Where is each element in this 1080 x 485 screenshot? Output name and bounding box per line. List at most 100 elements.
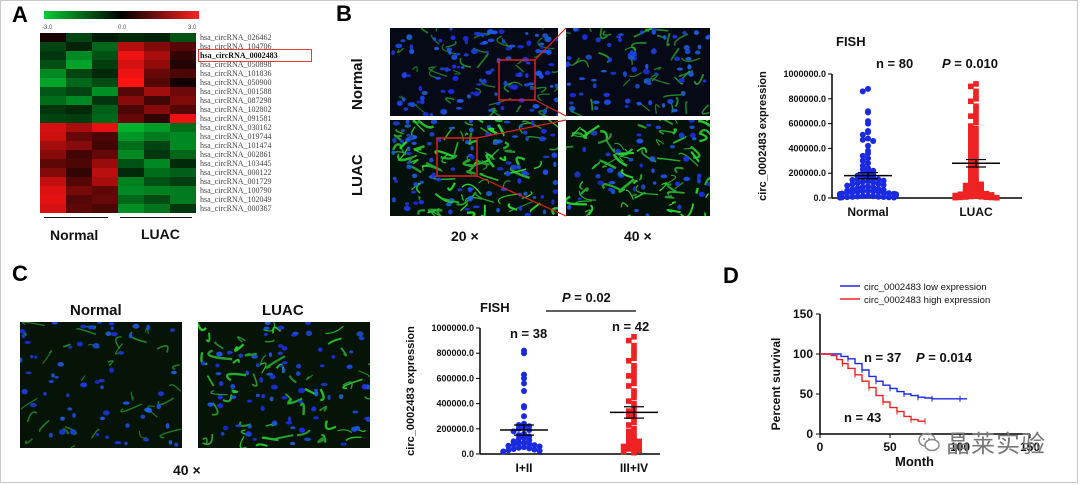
- green-signal: [571, 126, 581, 137]
- green-signal: [587, 204, 594, 216]
- nucleus: [476, 83, 482, 86]
- nucleus: [488, 108, 493, 113]
- green-signal: [664, 195, 675, 199]
- nucleus: [80, 382, 88, 388]
- nucleus: [551, 199, 555, 205]
- green-signal: [683, 146, 694, 150]
- heatmap-cell: [66, 105, 92, 114]
- green-signal: [656, 157, 681, 162]
- nucleus: [553, 98, 558, 101]
- green-signal: [584, 209, 591, 216]
- data-point: [968, 180, 974, 186]
- nucleus: [555, 113, 558, 116]
- green-signal: [456, 191, 477, 206]
- nucleus: [413, 182, 419, 187]
- nucleus: [466, 94, 471, 99]
- nucleus: [200, 361, 206, 366]
- green-signal: [232, 358, 240, 364]
- image-label-normal: Normal: [70, 302, 122, 319]
- nucleus: [435, 76, 442, 80]
- green-signal: [415, 182, 422, 194]
- heatmap-row-label: hsa_circRNA_104706: [200, 42, 272, 51]
- nucleus: [304, 437, 312, 441]
- luac-group-bar: [120, 217, 192, 218]
- nucleus: [266, 372, 273, 376]
- nucleus: [95, 432, 100, 437]
- nucleus: [631, 66, 638, 73]
- nucleus: [683, 155, 690, 162]
- nucleus: [540, 128, 547, 134]
- heatmap-cell: [40, 42, 66, 51]
- y-tick-label: 0.0: [813, 193, 826, 203]
- green-signal: [412, 120, 425, 132]
- nucleus: [674, 56, 681, 62]
- heatmap-cell: [118, 114, 144, 123]
- heatmap-cell: [170, 60, 196, 69]
- heatmap-cell: [66, 87, 92, 96]
- nucleus: [456, 98, 464, 103]
- nucleus: [30, 355, 34, 359]
- nucleus: [688, 71, 694, 77]
- green-signal: [452, 142, 459, 157]
- heatmap-cell: [92, 78, 118, 87]
- data-point: [973, 170, 979, 176]
- row-label-normal: Normal: [349, 58, 366, 110]
- green-signal: [695, 187, 699, 194]
- nucleus: [525, 136, 529, 142]
- data-point: [988, 194, 995, 201]
- nucleus: [440, 108, 448, 115]
- heatmap-cell: [66, 114, 92, 123]
- nucleus: [461, 65, 465, 69]
- data-point: [626, 428, 632, 435]
- nucleus: [230, 383, 236, 390]
- image-luac-40x: [566, 120, 710, 216]
- green-signal: [210, 390, 228, 396]
- nucleus: [517, 178, 522, 184]
- data-point: [500, 448, 507, 455]
- heatmap-cell: [170, 123, 196, 132]
- nucleus: [452, 75, 459, 82]
- annotation-p: P = 0.02: [562, 290, 611, 305]
- green-signal: [340, 347, 348, 357]
- panel-letter-c: C: [12, 261, 28, 286]
- heatmap-cell: [170, 78, 196, 87]
- nucleus: [58, 429, 66, 435]
- green-signal: [345, 436, 362, 442]
- data-point: [849, 181, 856, 188]
- nucleus: [645, 63, 649, 70]
- nucleus: [402, 97, 406, 102]
- data-point: [631, 370, 637, 377]
- nucleus: [128, 333, 133, 339]
- data-point: [631, 415, 637, 422]
- nucleus: [269, 374, 276, 380]
- green-signal: [207, 349, 233, 361]
- nucleus: [143, 438, 150, 442]
- nucleus: [419, 180, 424, 184]
- green-signal: [680, 57, 701, 63]
- green-signal: [299, 402, 306, 416]
- nucleus: [634, 208, 639, 213]
- panel-letter-d: D: [723, 263, 739, 288]
- data-point: [626, 446, 632, 452]
- nucleus: [29, 402, 37, 408]
- data-point: [865, 178, 871, 185]
- nucleus: [690, 132, 696, 138]
- nucleus: [469, 120, 473, 124]
- green-signal: [70, 445, 76, 448]
- green-signal: [430, 210, 440, 216]
- nucleus: [111, 332, 118, 337]
- heatmap-cell: [118, 195, 144, 204]
- data-point: [626, 413, 632, 419]
- heatmap-cell: [118, 96, 144, 105]
- nucleus: [235, 424, 242, 428]
- watermark-text: 晶莱实验: [946, 430, 1046, 458]
- data-point: [631, 342, 637, 349]
- nucleus: [682, 30, 687, 35]
- nucleus: [554, 83, 558, 88]
- nucleus: [349, 350, 354, 354]
- data-point: [880, 189, 887, 196]
- green-signal: [459, 57, 472, 68]
- green-signal: [446, 182, 456, 191]
- nucleus: [170, 328, 175, 333]
- green-signal: [497, 193, 520, 205]
